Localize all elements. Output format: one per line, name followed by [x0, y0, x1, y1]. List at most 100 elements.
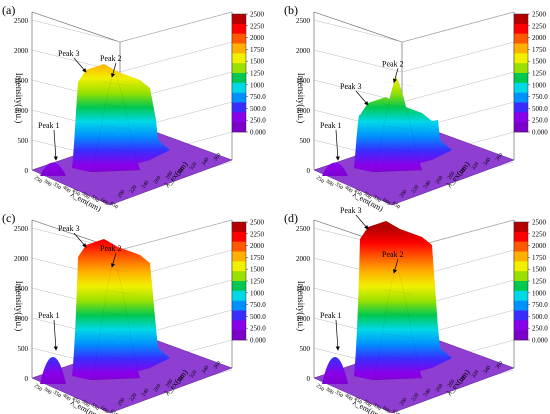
x-tick-label: 550 — [372, 194, 382, 204]
colorbar-segment — [232, 14, 246, 25]
colorbar-tick-label: 2500 — [532, 219, 547, 227]
colorbar-tick-label: 2500 — [250, 11, 265, 19]
contour-line — [383, 103, 413, 109]
colorbar-segment — [514, 73, 528, 84]
x-tick-label: 350 — [334, 389, 344, 399]
colorbar-tick-label: 1500 — [532, 58, 547, 66]
colorbar-tick-label: 250.0 — [532, 117, 548, 125]
colorbar-segment — [514, 330, 528, 341]
annotation-peak-2: Peak 2 — [100, 244, 122, 253]
annotation-peak-1: Peak 1 — [320, 121, 342, 130]
colorbar-tick-label: 1750 — [532, 254, 547, 262]
panel-c: (c) 0 500 1000 1500 2000 2500 Intensity(a.u.) 25… — [2, 211, 266, 414]
y-tick-label: 280 — [447, 170, 457, 180]
surface-peak-1 — [40, 162, 66, 176]
contour-line — [100, 147, 132, 153]
x-tick-label: 350 — [52, 389, 62, 399]
z-tick-label: 2500 — [14, 17, 29, 25]
surface-peak-1 — [322, 357, 348, 384]
colorbar-segment — [232, 33, 246, 44]
z-tick-label: 1000 — [296, 107, 311, 115]
x-tick-label: 400 — [61, 185, 71, 195]
colorbar-tick-label: 0.000 — [250, 337, 266, 345]
colorbar-tick-label: 2250 — [250, 22, 265, 30]
y-tick-label: 320 — [189, 161, 199, 171]
colorbar-tick-label: 1000 — [250, 289, 265, 297]
x-tick-label: 450 — [71, 188, 81, 198]
y-tick-label: 360 — [495, 360, 505, 370]
x-tick-label: 500 — [80, 191, 90, 201]
colorbar-segment — [232, 43, 246, 54]
x-tick-label: 600 — [99, 197, 109, 207]
annotation-arrow — [53, 319, 58, 351]
panel-d: (d) 0 500 1000 1500 2000 2500 Intensity(a.u.) 25… — [284, 206, 548, 414]
z-gridline — [401, 71, 515, 103]
colorbar-segment — [514, 14, 528, 25]
y-tick-label: 200 — [399, 397, 409, 407]
y-tick-label: 300 — [177, 374, 187, 384]
surface-peak-1 — [40, 357, 66, 384]
x-tick-label: 500 — [80, 399, 90, 409]
colorbar-segment — [232, 82, 246, 93]
colorbar: 2500 2250 2000 1750 1500 1250 1000 750.0 500.0 25… — [513, 11, 548, 137]
colorbar-segment — [514, 43, 528, 54]
annotation-peak-1: Peak 1 — [320, 311, 342, 320]
colorbar-tick-label: 1250 — [250, 278, 265, 286]
colorbar-tick-label: 1500 — [532, 266, 547, 274]
y-tick-label: 220 — [129, 392, 139, 402]
colorbar-tick-label: 1000 — [532, 289, 547, 297]
annotation-peak-2: Peak 2 — [382, 250, 404, 259]
annotation-peak-1: Peak 1 — [38, 121, 60, 130]
contour-line — [382, 333, 414, 339]
colorbar-segment — [514, 290, 528, 301]
z-gridline — [31, 19, 121, 43]
colorbar-segment — [514, 33, 528, 44]
x-tick-label: 400 — [343, 185, 353, 195]
annotation-arrow — [355, 214, 369, 230]
z-gridline — [401, 41, 515, 73]
z-tick-label: 0 — [307, 167, 311, 175]
y-tick-label: 300 — [459, 374, 469, 384]
x-tick-label: 300 — [42, 178, 52, 188]
y-tick-label: 240 — [141, 180, 151, 190]
colorbar-segment — [232, 281, 246, 292]
z-tick-label: 2000 — [14, 255, 29, 263]
colorbar-tick-label: 0.000 — [250, 129, 266, 137]
colorbar-segment — [514, 122, 528, 133]
y-tick-label: 200 — [117, 189, 127, 199]
y-tick-label: 280 — [165, 170, 175, 180]
colorbar-segment — [232, 122, 246, 133]
y-tick-label: 260 — [435, 383, 445, 393]
colorbar: 2500 2250 2000 1750 1500 1250 1000 750.0 500.0 25… — [231, 11, 266, 137]
x-tick-label: 550 — [90, 402, 100, 412]
y-tick-label: 240 — [423, 180, 433, 190]
x-tick-label: 350 — [52, 181, 62, 191]
x-tick-label: 550 — [372, 402, 382, 412]
contour-line — [100, 125, 132, 131]
y-tick-label: 220 — [411, 392, 421, 402]
contour-line — [101, 81, 131, 87]
colorbar-segment — [514, 102, 528, 113]
contour-line — [383, 289, 413, 295]
x-tick-label: 600 — [381, 197, 391, 207]
colorbar-segment — [232, 241, 246, 252]
z-tick-label: 2000 — [296, 255, 311, 263]
x-tick-label: 650 — [391, 201, 401, 211]
y-tick-label: 340 — [483, 365, 493, 375]
panel-label: (c) — [2, 211, 15, 225]
z-tick-label: 0 — [25, 375, 29, 383]
colorbar-segment — [514, 251, 528, 262]
z-tick-label: 1500 — [296, 77, 311, 85]
x-tick-label: 250 — [315, 175, 325, 185]
x-tick-label: 600 — [381, 405, 391, 414]
y-tick-label: 280 — [447, 378, 457, 388]
colorbar-segment — [514, 281, 528, 292]
colorbar-segment — [232, 261, 246, 272]
colorbar-segment — [514, 63, 528, 74]
colorbar-segment — [232, 23, 246, 34]
colorbar-segment — [514, 261, 528, 272]
x-tick-label: 300 — [42, 386, 52, 396]
z-axis-label: Intensity(a.u.) — [296, 73, 306, 123]
colorbar-tick-label: 1750 — [532, 46, 547, 54]
z-tick-label: 1500 — [14, 77, 29, 85]
